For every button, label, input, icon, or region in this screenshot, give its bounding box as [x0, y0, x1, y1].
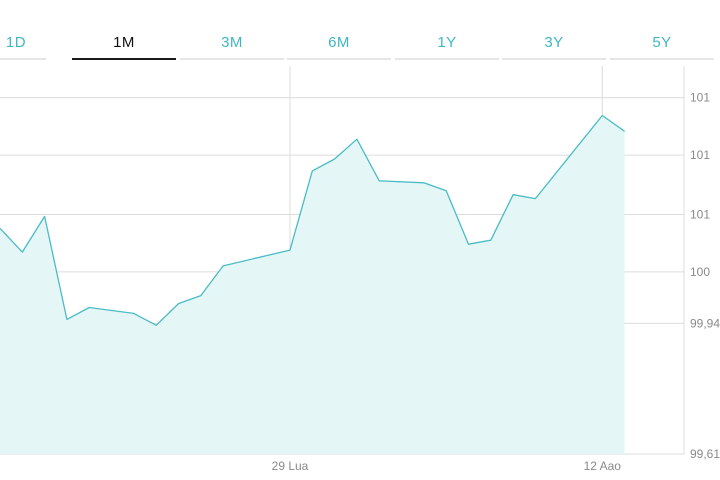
tab-1y-underline [395, 58, 499, 60]
data-point [377, 179, 381, 183]
tab-1m[interactable]: 1M [72, 26, 176, 60]
tab-3m[interactable]: 3M [180, 26, 284, 60]
tab-5y[interactable]: 5Y [610, 26, 714, 60]
y-tick-label: 99,94 [690, 316, 720, 330]
tab-5y-underline [610, 58, 714, 60]
data-point [43, 214, 47, 218]
y-axis-ticks: 101 101 101 100 99,94 99,61 [690, 91, 720, 461]
x-tick-label: 29 Lua [272, 459, 309, 473]
data-point [333, 157, 337, 161]
tab-1d-label: 1D [5, 34, 27, 51]
tab-1y-label: 1Y [437, 34, 457, 51]
data-point [444, 189, 448, 193]
tab-5y-label: 5Y [652, 34, 672, 51]
y-tick-label: 101 [690, 207, 710, 221]
data-point [154, 323, 158, 327]
y-tick-label: 101 [690, 148, 710, 162]
tab-3y-label: 3Y [544, 34, 564, 51]
tab-1d-underline [0, 58, 46, 60]
data-point [221, 264, 225, 268]
data-point [87, 306, 91, 310]
price-line [0, 114, 625, 326]
data-point [288, 248, 292, 252]
tab-6m[interactable]: 6M [287, 26, 391, 60]
tab-6m-label: 6M [328, 34, 350, 51]
data-point [65, 317, 69, 321]
data-point [511, 193, 515, 197]
data-point [176, 302, 180, 306]
data-point [533, 197, 537, 201]
y-tick-label: 100 [690, 265, 710, 279]
y-tick-label: 101 [690, 91, 710, 105]
price-area [0, 115, 625, 454]
data-point [310, 169, 314, 173]
tab-3m-underline [180, 58, 284, 60]
tab-3y-underline [502, 58, 606, 60]
x-tick-label: 12 Aao [584, 459, 622, 473]
tab-1d[interactable]: 1D [0, 26, 46, 60]
data-point [489, 238, 493, 242]
data-point [20, 250, 24, 254]
data-point [623, 129, 627, 133]
range-tabs: 1D 1M 3M 6M 1Y 3Y 5Y [0, 0, 720, 62]
data-point [199, 294, 203, 298]
tab-3y[interactable]: 3Y [502, 26, 606, 60]
tab-1m-underline [72, 58, 176, 60]
y-tick-label: 99,61 [690, 447, 720, 461]
data-point [355, 137, 359, 141]
tab-1m-label: 1M [113, 34, 135, 51]
data-point [422, 181, 426, 185]
data-point [466, 242, 470, 246]
data-point [132, 311, 136, 315]
tab-6m-underline [287, 58, 391, 60]
tab-3m-label: 3M [221, 34, 243, 51]
data-point [600, 113, 604, 117]
tab-1y[interactable]: 1Y [395, 26, 499, 60]
